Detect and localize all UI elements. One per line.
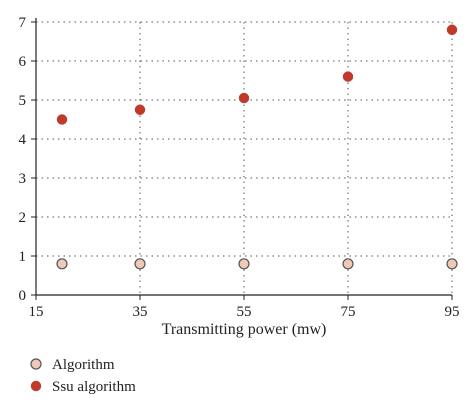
- data-point-algorithm: [56, 258, 68, 270]
- y-tick-label: 0: [19, 288, 27, 304]
- data-point-ssu-algorithm: [446, 24, 458, 36]
- x-tick-label: 95: [445, 304, 460, 320]
- data-point-ssu-algorithm: [56, 114, 68, 125]
- data-points: [56, 24, 458, 270]
- x-tick-label: 55: [237, 304, 252, 320]
- x-tick-label: 15: [29, 304, 44, 320]
- x-tick-label: 35: [133, 304, 148, 320]
- x-axis-title: Transmitting power (mw): [162, 321, 327, 338]
- data-point-algorithm: [446, 258, 458, 270]
- y-tick-label: 2: [19, 210, 27, 226]
- axes: [31, 18, 453, 300]
- y-tick-label: 5: [19, 93, 27, 109]
- legend-label: Algorithm: [52, 357, 115, 373]
- data-point-ssu-algorithm: [342, 71, 354, 82]
- data-point-ssu-algorithm: [238, 92, 250, 104]
- legend-label: Ssu algorithm: [52, 379, 136, 395]
- legend: Algorithm Ssu algorithm: [30, 357, 136, 395]
- y-tick-label: 7: [19, 15, 27, 31]
- data-point-ssu-algorithm: [134, 104, 146, 115]
- legend-marker: [30, 358, 42, 370]
- y-tick-label: 4: [19, 132, 27, 148]
- tick-labels: 0 1 2 3 4 5 6 7 15 35 55 75 95: [19, 15, 460, 320]
- y-tick-label: 3: [19, 171, 27, 187]
- y-tick-label: 1: [19, 249, 27, 265]
- legend-marker: [30, 380, 42, 392]
- data-point-algorithm: [238, 258, 250, 270]
- data-point-algorithm: [134, 258, 146, 270]
- y-tick-label: 6: [19, 54, 27, 70]
- data-point-algorithm: [342, 258, 354, 270]
- x-tick-label: 75: [341, 304, 356, 320]
- grid-lines: [36, 21, 453, 295]
